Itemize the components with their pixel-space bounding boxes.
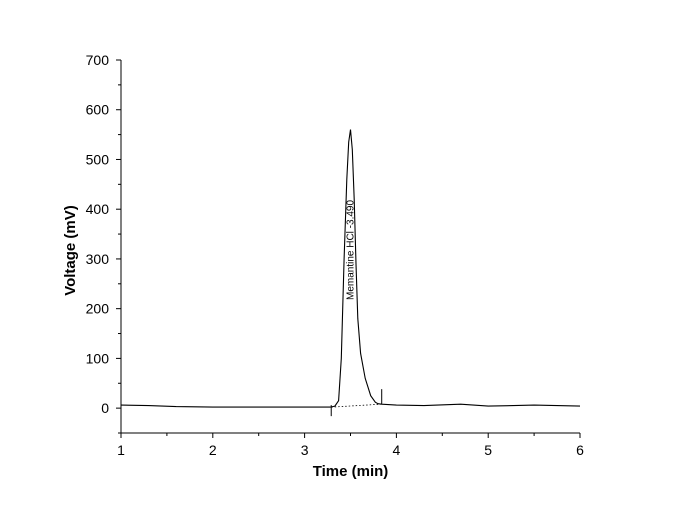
x-tick-label: 5 bbox=[484, 442, 492, 458]
y-tick-label: 700 bbox=[86, 52, 110, 68]
y-tick-label: 500 bbox=[86, 151, 110, 167]
x-tick-label: 6 bbox=[576, 442, 584, 458]
chromatogram-trace bbox=[120, 129, 581, 408]
x-ticks: 1 2 3 4 5 6 bbox=[117, 433, 584, 458]
peak-annotation: Memantine HCl -3.490 bbox=[346, 200, 357, 300]
y-tick-label: 400 bbox=[86, 201, 110, 217]
y-tick-label: 200 bbox=[86, 301, 110, 317]
y-tick-label: 600 bbox=[86, 102, 110, 118]
y-tick-label: 100 bbox=[86, 350, 110, 366]
y-ticks: 0 100 200 300 400 500 600 700 bbox=[86, 52, 121, 434]
x-tick-label: 2 bbox=[209, 442, 217, 458]
y-tick-label: 300 bbox=[86, 251, 110, 267]
y-tick-label: 0 bbox=[101, 400, 109, 416]
integration-baseline bbox=[331, 403, 382, 408]
x-axis-title: Time (min) bbox=[313, 463, 389, 480]
x-tick-label: 3 bbox=[301, 442, 309, 458]
y-axis-title: Voltage (mV) bbox=[62, 205, 79, 296]
x-tick-label: 4 bbox=[393, 442, 401, 458]
x-tick-label: 1 bbox=[117, 442, 125, 458]
